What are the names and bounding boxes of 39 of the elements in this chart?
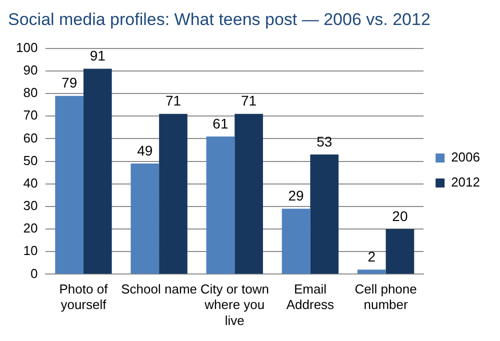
y-tick-label: 60: [23, 130, 38, 146]
bar: [310, 154, 339, 274]
data-label: 20: [392, 208, 408, 224]
bar: [83, 68, 112, 274]
data-label: 61: [212, 115, 228, 132]
data-label: 49: [137, 142, 153, 158]
y-tick-label: 80: [23, 85, 38, 100]
data-label: 71: [165, 92, 182, 109]
y-tick-label: 50: [23, 152, 38, 168]
y-tick-label: 20: [23, 220, 38, 236]
x-tick-label: Email Address: [286, 282, 335, 312]
x-tick-label: City or town where you live: [200, 282, 269, 328]
legend-label: 2006: [451, 150, 480, 165]
bar: [206, 136, 235, 274]
bar: [159, 114, 188, 274]
x-tick-label: School name: [121, 282, 197, 297]
data-label: 2: [368, 248, 376, 265]
data-label: 71: [241, 92, 257, 109]
y-tick-label: 90: [23, 62, 38, 78]
y-tick-label: 0: [30, 266, 38, 281]
data-label: 53: [316, 133, 332, 150]
data-label: 79: [62, 74, 78, 91]
y-tick-label: 30: [23, 198, 38, 214]
bar: [282, 208, 310, 274]
y-tick-label: 40: [23, 175, 38, 190]
legend-label: 2012: [451, 174, 480, 190]
bar: [130, 164, 160, 274]
y-tick-label: 10: [23, 243, 38, 258]
bar: [357, 270, 386, 274]
x-tick-label: Cell phone number: [354, 282, 417, 312]
x-tick-label: Photo of yourself: [59, 282, 108, 312]
data-label: 91: [90, 48, 106, 64]
y-tick-label: 70: [23, 108, 38, 123]
data-label: 29: [288, 188, 304, 204]
bar: [386, 229, 414, 274]
bar: [234, 114, 263, 274]
y-tick-label: 100: [16, 40, 38, 55]
chart-title: Social media profiles: What teens post — 2006 vs. 2012: [8, 10, 430, 29]
bar: [55, 96, 84, 274]
